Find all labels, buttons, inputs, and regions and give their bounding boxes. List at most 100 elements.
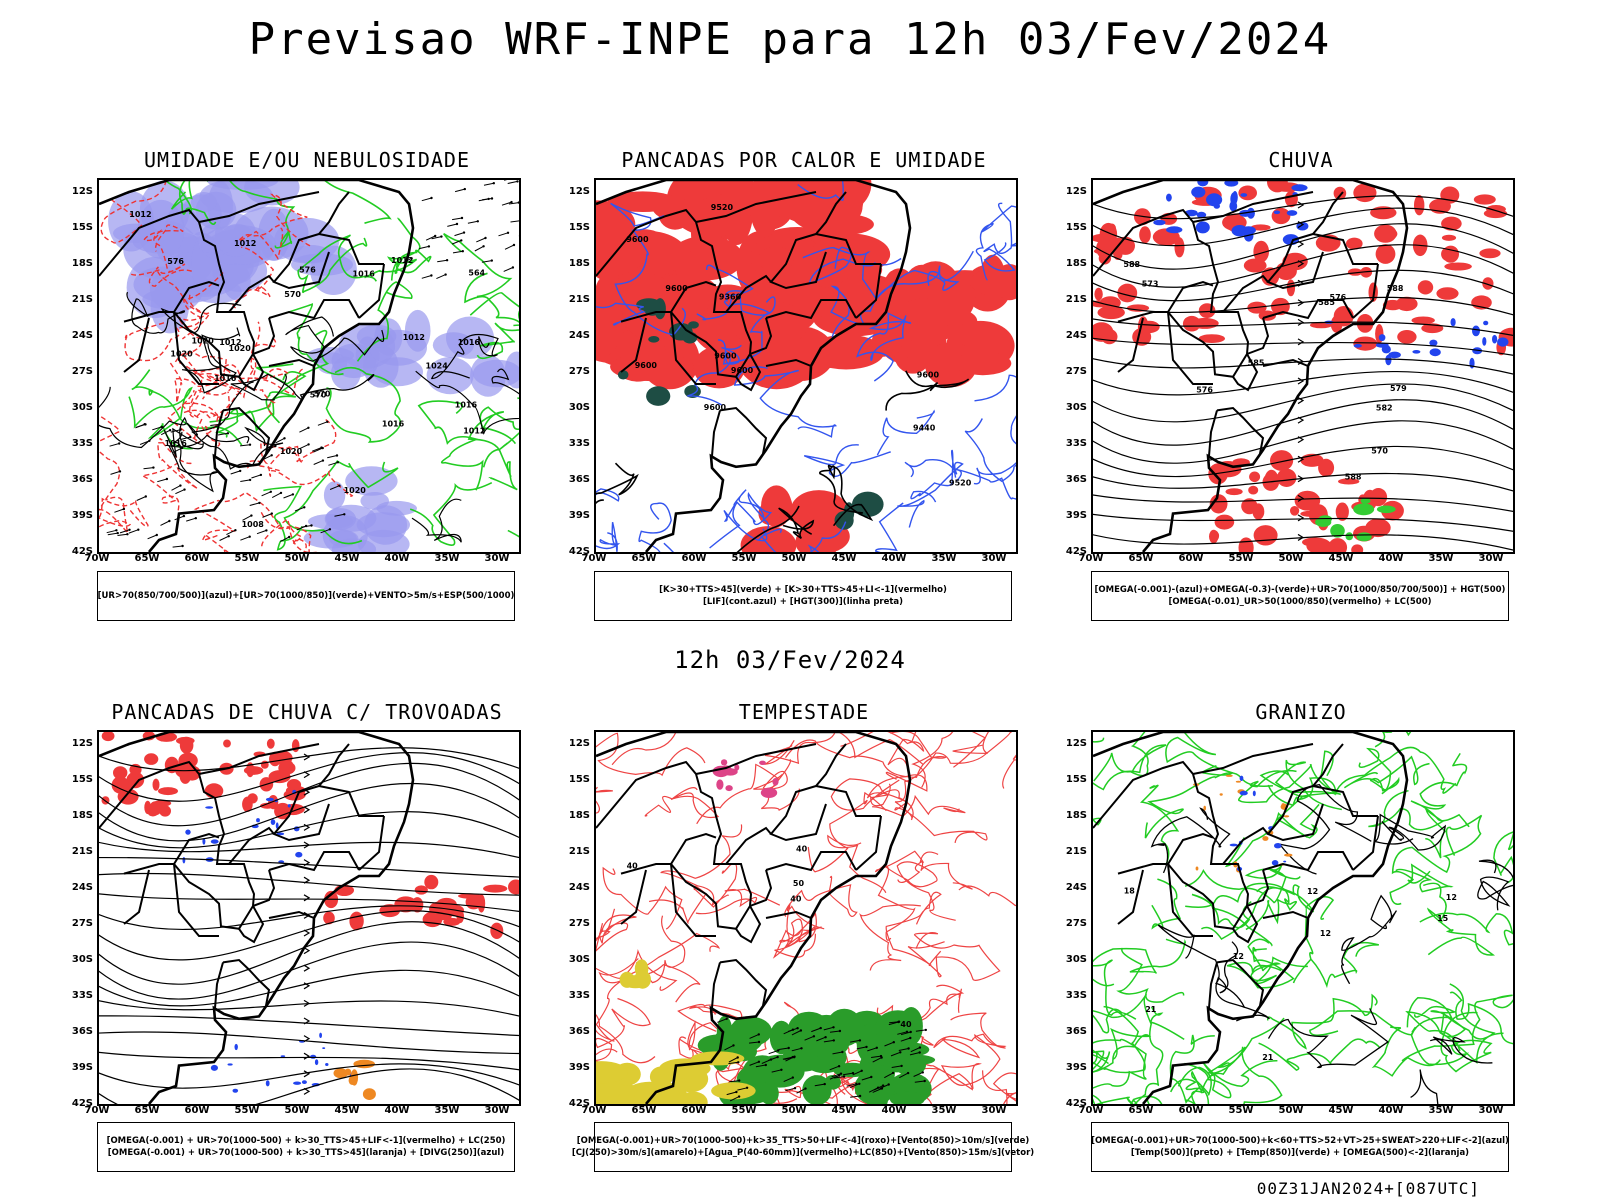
wind-vector-head xyxy=(118,442,121,445)
wind-vector xyxy=(888,1021,899,1026)
wind-vector-head xyxy=(460,216,464,220)
field-patch xyxy=(954,351,1012,376)
wind-vector xyxy=(180,436,191,440)
wind-vector-head xyxy=(250,514,253,517)
legend-line: [LIF](cont.azul) + [HGT(300)](linha pret… xyxy=(702,597,904,607)
wind-vector-head xyxy=(179,484,182,487)
wind-vector-head xyxy=(923,1079,926,1083)
wind-vector xyxy=(771,1069,782,1073)
contour-label: 9600 xyxy=(626,235,649,244)
field-patch xyxy=(1282,252,1308,271)
wind-vector xyxy=(890,1051,901,1057)
y-tick-label: 12S xyxy=(1065,186,1087,197)
wind-vector-head xyxy=(189,435,192,439)
contour-label: 9520 xyxy=(711,203,734,212)
field-patch xyxy=(344,1068,352,1076)
contour-line xyxy=(159,180,193,215)
field-patch xyxy=(1219,793,1223,796)
wind-vector xyxy=(899,1072,909,1079)
field-patch xyxy=(269,751,281,767)
wind-vector-head xyxy=(839,1072,843,1075)
wind-vector xyxy=(474,245,484,252)
border-line xyxy=(358,815,385,871)
border-line xyxy=(725,274,772,313)
contour-label: 15 xyxy=(1437,914,1449,923)
wind-vector xyxy=(482,198,493,201)
y-tick-label: 18S xyxy=(1065,810,1087,821)
x-tick-label: 50W xyxy=(781,1105,807,1116)
wind-vector xyxy=(117,533,128,536)
wind-vector xyxy=(871,1055,882,1058)
field-patch xyxy=(1346,237,1363,250)
streamline-arrow xyxy=(303,999,311,1007)
y-tick-label: 24S xyxy=(568,882,590,893)
border-line xyxy=(252,317,276,355)
wind-vector-head xyxy=(259,473,263,477)
y-tick-label: 12S xyxy=(568,738,590,749)
border-line xyxy=(711,410,721,457)
contour-line xyxy=(736,505,800,552)
field-patch xyxy=(1270,450,1294,471)
field-patch xyxy=(1444,262,1472,271)
field-patch xyxy=(772,778,779,786)
contour-line xyxy=(840,732,925,767)
contour-line xyxy=(176,294,227,400)
field-patch xyxy=(191,233,220,295)
border-line xyxy=(198,773,256,907)
field-patch xyxy=(458,893,482,899)
field-patch xyxy=(158,787,178,796)
contour-line xyxy=(1247,938,1308,985)
border-line xyxy=(735,353,762,392)
streamline xyxy=(99,893,519,913)
streamline xyxy=(1093,358,1513,375)
wind-vector-head xyxy=(283,437,286,440)
field-patch xyxy=(659,1058,711,1079)
y-tick-label: 42S xyxy=(1065,546,1087,557)
border-line xyxy=(123,280,220,323)
border-line xyxy=(214,962,224,1009)
wind-vector xyxy=(454,232,465,237)
contour-label: 1016 xyxy=(214,374,237,383)
wind-vector xyxy=(452,217,463,221)
wind-vector xyxy=(431,236,442,240)
contour-line xyxy=(232,246,275,309)
field-patch xyxy=(1411,316,1435,325)
wind-vector-head xyxy=(460,239,463,242)
coastline xyxy=(1093,180,1409,552)
field-patch xyxy=(1283,815,1290,818)
contour-line xyxy=(596,302,646,326)
contour-line xyxy=(1129,1046,1283,1104)
wind-vector-head xyxy=(126,533,129,536)
wind-vector-head xyxy=(336,461,340,464)
contour-line xyxy=(1201,884,1315,940)
contour-label: 9600 xyxy=(917,371,940,380)
field-patch xyxy=(1230,192,1238,206)
wind-vector-head xyxy=(764,1063,767,1067)
field-patch xyxy=(331,538,377,552)
streamline-arrow xyxy=(1297,455,1305,463)
contour-line xyxy=(479,397,519,432)
wind-vector-head xyxy=(444,273,447,276)
map-svg: 9600 9600 9600 9600 9600 9600 9600 9520 9520 9440… xyxy=(596,180,1016,552)
field-patch xyxy=(1209,494,1228,514)
wind-vector-head xyxy=(837,1065,841,1068)
field-patch xyxy=(1282,234,1299,246)
wind-vector-head xyxy=(270,454,273,457)
wind-vector-head xyxy=(307,426,310,429)
streamline xyxy=(1093,244,1513,288)
field-patch xyxy=(1248,485,1259,495)
wind-vector xyxy=(913,1071,924,1077)
streamline-arrow xyxy=(1297,397,1305,405)
contour-line xyxy=(99,416,129,534)
wind-vector xyxy=(898,1048,909,1051)
contour-line xyxy=(687,344,742,406)
contour-line xyxy=(760,758,800,812)
contour-line xyxy=(467,411,519,452)
wind-vector xyxy=(832,1051,843,1055)
y-tick-label: 36S xyxy=(1065,474,1087,485)
contour-label: 21 xyxy=(1145,1005,1157,1014)
wind-vector xyxy=(136,496,147,501)
wind-vector xyxy=(454,188,465,193)
contour-line xyxy=(1140,784,1180,865)
legend-line: [OMEGA(-0.001)+UR>70(1000-500)+k>35_TTS>… xyxy=(576,1136,1030,1146)
